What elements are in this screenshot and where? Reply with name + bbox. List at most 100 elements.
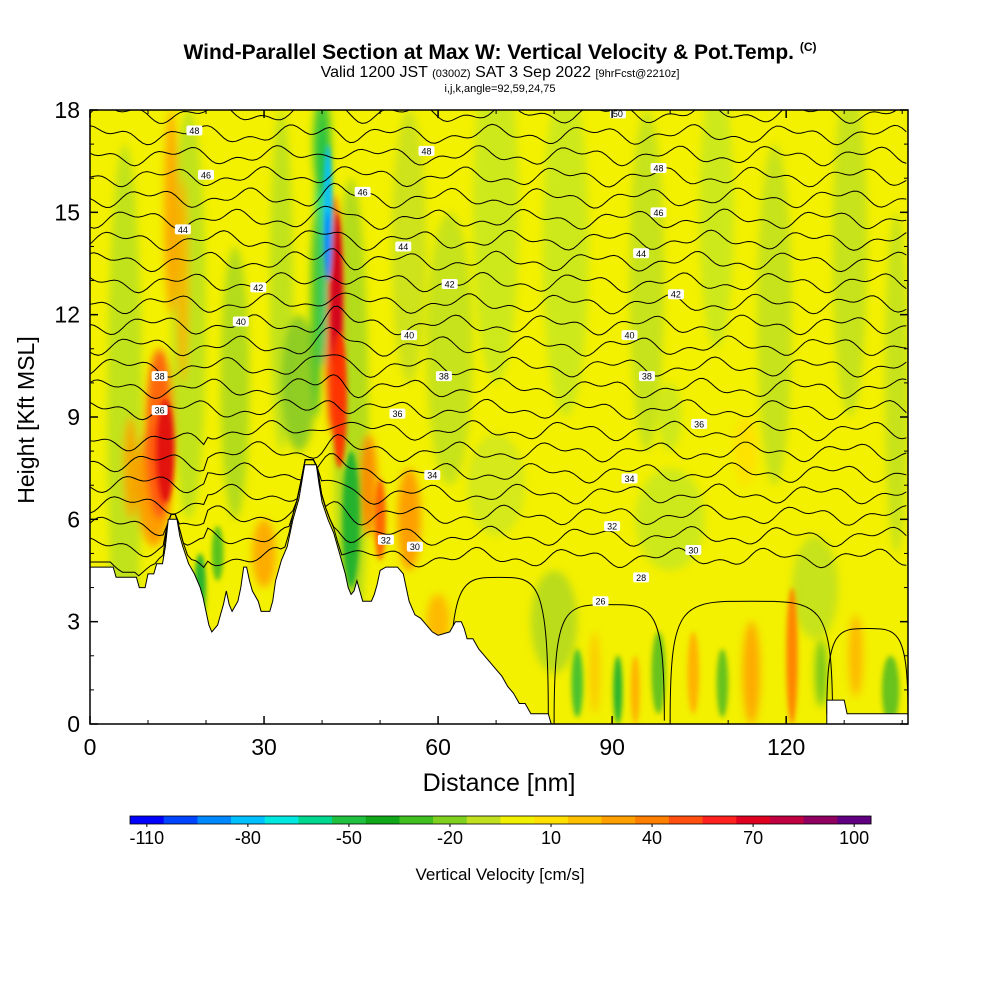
velocity-cell: [426, 212, 473, 486]
isentrope-line: [90, 248, 907, 273]
y-tick-label: 18: [54, 97, 80, 123]
colorbar-swatch: [736, 816, 771, 824]
isentrope-line: [90, 205, 907, 230]
velocity-cell: [792, 536, 839, 639]
isentrope-label: 42: [671, 290, 681, 300]
colorbar-swatch: [197, 816, 232, 824]
y-tick-label: 9: [67, 404, 80, 430]
isentrope-label-bg: [650, 207, 667, 218]
isentrope-label: 40: [236, 317, 246, 327]
isentrope-label-bg: [638, 371, 655, 382]
isentrope-label: 32: [607, 522, 617, 532]
isentrope-line: [90, 459, 907, 558]
colorbar-swatch: [365, 816, 400, 824]
velocity-cell: [332, 331, 347, 469]
isentrope-label: 38: [642, 372, 652, 382]
isentrope-label-bg: [604, 521, 621, 532]
isentrope-line: [90, 110, 898, 124]
x-tick-label: 0: [84, 734, 97, 760]
isentrope-line: [90, 271, 907, 294]
isentrope-label: 40: [404, 331, 414, 341]
isentrope-label-bg: [198, 169, 215, 180]
isentrope-line: [90, 459, 907, 537]
isentrope-line: [90, 398, 907, 421]
colorbar-swatch: [668, 816, 704, 824]
isentrope-line: [90, 326, 907, 357]
isentrope-label-bg: [377, 534, 394, 545]
isentrope-label-bg: [406, 541, 423, 552]
isentrope-label-bg: [667, 289, 684, 300]
velocity-cell: [542, 110, 589, 417]
y-axis-label: Height [Kft MSL]: [13, 336, 39, 503]
colorbar-swatch: [500, 816, 535, 824]
isentrope-label-bg: [232, 316, 249, 327]
velocity-cell: [211, 526, 224, 581]
isentrope-line: [90, 229, 907, 251]
isentrope-label-bg: [685, 545, 702, 556]
terrain: [90, 464, 908, 724]
colorbar-swatch: [433, 816, 468, 824]
velocity-cell: [472, 110, 520, 383]
colorbar-swatch: [231, 816, 266, 824]
velocity-cell: [590, 631, 600, 714]
colorbar: -110 -80 -50 -20 10 40 70 100: [129, 815, 872, 848]
isentrope-line: [90, 354, 907, 378]
isentrope-line: [90, 459, 907, 577]
isentrope-line: [90, 166, 907, 188]
colorbar-swatch: [264, 816, 299, 824]
isentrope-label: 36: [694, 419, 704, 429]
velocity-cell: [699, 110, 734, 349]
colorbar-swatch: [770, 816, 805, 824]
velocity-cell: [467, 434, 526, 537]
isentrope-label-bg: [621, 473, 638, 484]
plot-area: 50 48 48 48 46 46 46 44 44 44 42 42 42 40 40 40 38 38 38 36…: [90, 109, 908, 724]
velocity-cell: [687, 631, 700, 714]
velocity-cell: [629, 110, 665, 452]
y-tick-label: 6: [67, 506, 80, 532]
velocity-cell: [220, 246, 250, 520]
velocity-cell: [281, 314, 317, 452]
isentrope-label: 50: [613, 109, 623, 119]
isentrope-label-bg: [151, 405, 168, 416]
isentrope-label-bg: [621, 330, 638, 341]
y-tick-label: 15: [54, 199, 80, 225]
colorbar-swatch: [298, 816, 333, 824]
colorbar-swatch: [130, 816, 165, 824]
velocity-cell: [848, 614, 863, 697]
y-tick-label: 0: [67, 711, 80, 737]
colorbar-swatch: [837, 816, 872, 824]
velocity-cell: [815, 638, 827, 707]
isentrope-label-bg: [435, 371, 452, 382]
isentrope-label: 48: [421, 146, 431, 156]
colorbar-tick-label: 10: [541, 828, 561, 848]
isentrope-label: 46: [654, 208, 664, 218]
colorbar-tick-label: -80: [235, 828, 261, 848]
isentrope-label: 36: [155, 406, 165, 416]
colorbar-tick-label: -110: [129, 828, 164, 848]
isentrope-line: [90, 433, 907, 473]
colorbar-tick-label: -20: [437, 828, 463, 848]
title-block: Wind-Parallel Section at Max W: Vertical…: [0, 36, 1000, 95]
isentrope-label: 38: [439, 372, 449, 382]
velocity-cell: [359, 434, 378, 537]
isentrope-line: [90, 292, 907, 315]
colorbar-tick-label: -50: [336, 828, 362, 848]
y-tick-label: 3: [67, 609, 80, 635]
isentrope-line: [90, 419, 907, 452]
isentrope-label: 48: [189, 126, 199, 136]
isentrope-line: [90, 145, 907, 167]
isentrope-label: 38: [155, 372, 165, 382]
isentrope-label: 26: [596, 597, 606, 607]
colorbar-swatch: [534, 816, 569, 824]
isentrope-label-bg: [174, 224, 191, 235]
colorbar-frame: [129, 815, 872, 825]
isentrope-label-bg: [441, 278, 458, 289]
isentrope-label: 42: [253, 283, 263, 293]
colorbar-tick-label: 100: [839, 828, 869, 848]
velocity-cell: [530, 570, 578, 673]
velocity-cell: [613, 655, 623, 724]
isentrope-label: 36: [392, 409, 402, 419]
velocity-cell: [324, 212, 332, 281]
isentrope-line: [90, 182, 907, 209]
